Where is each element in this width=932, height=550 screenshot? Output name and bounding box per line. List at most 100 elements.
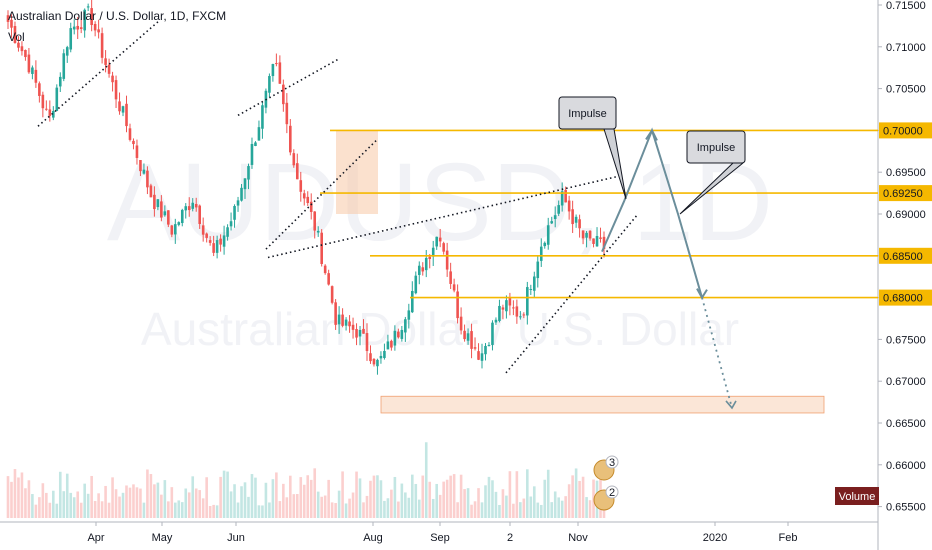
price-level-label: 0.70000	[883, 125, 923, 137]
volume-bar	[173, 502, 177, 518]
volume-bar	[48, 502, 52, 518]
volume-bar	[156, 482, 160, 518]
candle-body	[187, 206, 191, 211]
volume-bar	[463, 489, 466, 518]
volume-bar	[313, 468, 317, 518]
volume-bar	[369, 480, 372, 518]
volume-bar	[149, 474, 153, 518]
volume-bar	[508, 471, 512, 518]
candle-body	[163, 211, 167, 216]
candle-body	[560, 191, 564, 206]
volume-bar	[581, 476, 585, 518]
volume-bar	[515, 471, 519, 518]
callout-box[interactable]	[558, 96, 617, 130]
volume-bar	[519, 502, 522, 518]
callout-box[interactable]	[686, 130, 746, 164]
candle-body	[550, 221, 554, 224]
candle-body	[473, 347, 477, 349]
time-tick-label: Sep	[430, 532, 450, 544]
candle-body	[261, 105, 264, 129]
volume-badge-label: Volume	[839, 491, 876, 503]
candle-body	[271, 64, 275, 77]
volume-bar	[470, 504, 473, 518]
candle-body	[173, 224, 177, 235]
candle-body	[599, 237, 602, 239]
candle-body	[456, 291, 459, 319]
candle-body	[334, 302, 337, 325]
price-tick-label: 0.69000	[886, 209, 926, 221]
event-count: 2	[609, 487, 615, 499]
volume-bar	[79, 502, 83, 518]
candle-body	[431, 247, 435, 257]
event-count-bubble	[605, 455, 619, 469]
candle-body	[386, 341, 390, 350]
volume-bar	[498, 504, 501, 518]
candle-body	[153, 194, 156, 210]
volume-bar	[327, 479, 330, 518]
breakdown-zone	[336, 130, 378, 214]
volume-bar	[58, 471, 62, 518]
volume-bar	[295, 494, 299, 518]
candle-body	[390, 340, 393, 348]
candle-body	[414, 275, 418, 294]
volume-bar	[585, 497, 588, 518]
candle-body	[435, 236, 439, 247]
volume-bar	[278, 501, 282, 518]
volume-bar	[55, 503, 59, 518]
candle-body	[194, 203, 198, 208]
volume-bar	[52, 490, 55, 518]
volume-bar	[358, 478, 362, 518]
candle-body	[508, 297, 512, 306]
candle-body	[167, 210, 170, 225]
candle-body	[97, 29, 100, 33]
volume-bar	[459, 474, 463, 518]
volume-bar	[302, 484, 306, 518]
volume-bar	[31, 494, 34, 518]
volume-bar	[344, 503, 348, 518]
volume-bar	[452, 474, 456, 518]
volume-bar	[466, 488, 470, 518]
event-count-bubble	[605, 485, 619, 499]
candle-body	[282, 84, 285, 105]
time-tick-label: Aug	[363, 532, 383, 544]
volume-bar	[128, 487, 132, 518]
price-level-tag	[879, 289, 932, 306]
candle-body	[512, 307, 515, 309]
volume-bar	[379, 480, 383, 518]
volume-bar	[226, 471, 229, 518]
price-tick-label: 0.66000	[886, 460, 926, 472]
volume-bar	[153, 484, 156, 518]
candle-body	[341, 314, 344, 326]
candle-body	[438, 237, 442, 242]
projection-path-dotted	[701, 297, 733, 409]
volume-bar	[6, 476, 10, 518]
volume-bar	[289, 475, 292, 518]
volume-bar	[424, 442, 428, 518]
candle-body	[316, 230, 320, 233]
candle-body	[208, 240, 212, 243]
volume-bar	[121, 492, 125, 518]
candle-body	[358, 329, 362, 337]
candle-body	[581, 230, 585, 239]
candle-body	[114, 80, 118, 100]
volume-bar	[574, 468, 578, 518]
candle-body	[515, 306, 519, 317]
volume-bar	[456, 502, 459, 518]
candle-body	[365, 333, 369, 352]
volume-bar	[564, 496, 567, 518]
candle-body	[445, 250, 449, 270]
volume-bar	[337, 490, 341, 518]
candle-body	[372, 359, 376, 365]
volume-bar	[362, 502, 365, 518]
volume-bar	[546, 469, 550, 518]
candle-body	[45, 108, 48, 110]
candle-body	[6, 15, 10, 22]
volume-bar	[501, 489, 505, 518]
volume-bar	[205, 477, 208, 518]
candle-body	[519, 316, 522, 318]
candle-body	[505, 300, 508, 312]
volume-bar	[38, 497, 41, 518]
arrow-head-up	[645, 128, 658, 141]
candle-body	[480, 353, 484, 361]
